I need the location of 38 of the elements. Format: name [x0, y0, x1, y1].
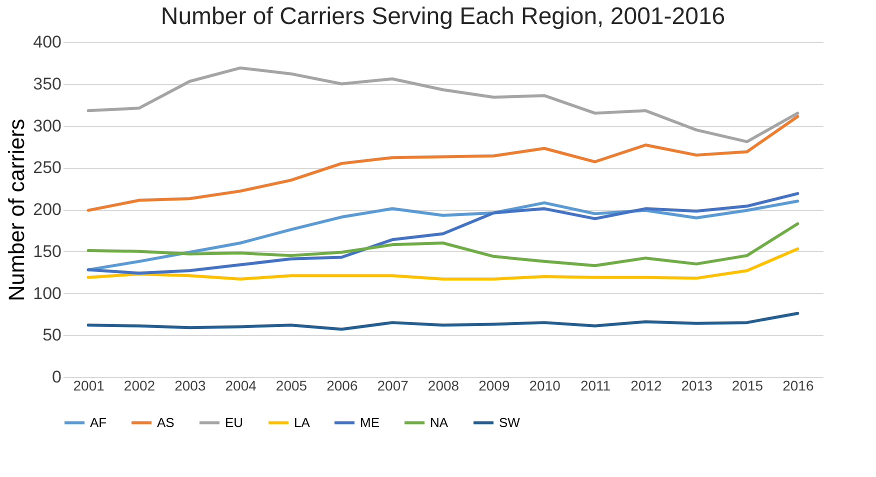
x-tick-label: 2007: [377, 378, 409, 394]
y-axis-title: Number of carriers: [4, 118, 30, 302]
x-tick-label: 2013: [681, 378, 713, 394]
legend-label: SW: [499, 414, 521, 430]
line-series: [86, 222, 800, 268]
y-tick-label: 0: [52, 368, 62, 386]
legend-label: AF: [90, 414, 107, 430]
legend-label: EU: [225, 414, 244, 430]
x-tick-label: 2001: [73, 378, 105, 394]
y-tick-label: 200: [33, 200, 62, 219]
line-series: [86, 66, 800, 144]
x-tick-label: 2006: [326, 378, 358, 394]
line-series: [86, 312, 800, 331]
x-tick-label: 2005: [276, 378, 308, 394]
x-tick-label: 2003: [174, 378, 206, 394]
x-tick-label: 2016: [782, 378, 814, 394]
legend-label: AS: [157, 414, 175, 430]
legend-label: LA: [294, 414, 310, 430]
x-tick-label: 2011: [580, 378, 611, 394]
chart-title: Number of Carriers Serving Each Region, 2001-2016: [160, 3, 726, 30]
y-tick-label: 100: [33, 284, 62, 303]
y-tick-label: 350: [33, 74, 62, 94]
line-series: [86, 247, 800, 281]
x-tick-label: 2010: [529, 378, 561, 394]
x-tick-label: 2012: [630, 378, 662, 394]
x-tick-label: 2008: [428, 378, 460, 394]
y-tick-label: 400: [33, 32, 62, 52]
y-tick-label: 50: [42, 326, 62, 345]
legend-label: ME: [360, 414, 380, 430]
x-tick-label: 2002: [124, 378, 156, 394]
y-tick-label: 150: [33, 242, 62, 261]
x-tick-label: 2015: [732, 378, 764, 394]
line-series: [86, 115, 800, 212]
y-tick-label: 250: [33, 158, 62, 178]
legend-label: NA: [430, 414, 448, 430]
x-tick-label: 2004: [225, 378, 257, 394]
x-tick-label: 2009: [478, 378, 510, 394]
y-tick-label: 300: [33, 116, 62, 136]
